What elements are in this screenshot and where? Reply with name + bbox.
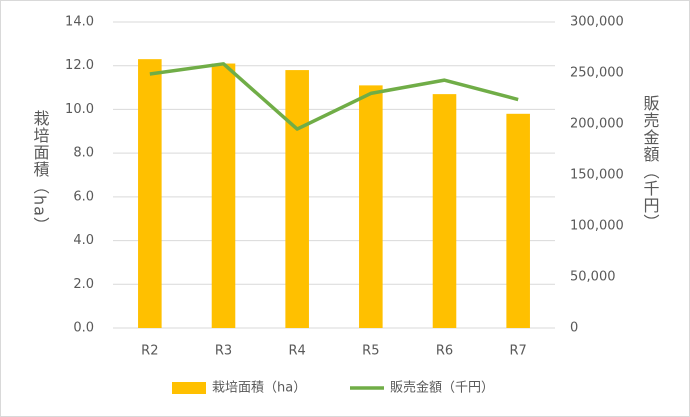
x-tick-label: R2 [141, 344, 158, 359]
y2-tick-label: 50,000 [570, 270, 616, 285]
x-tick-label: R3 [215, 344, 232, 359]
legend-label: 販売金額（千円） [390, 380, 494, 396]
y2-tick-label: 250,000 [570, 66, 624, 81]
y-tick-label: 14.0 [65, 15, 94, 30]
y-tick-label: 10.0 [65, 102, 94, 117]
y-tick-label: 6.0 [73, 189, 94, 204]
y2-axis-title: 販売金額（千円） [641, 95, 660, 231]
bar [285, 70, 309, 328]
y2-tick-label: 200,000 [570, 117, 624, 132]
y-axis-title: 栽培面積（ha） [31, 110, 50, 234]
y2-tick-label: 0 [570, 321, 578, 336]
bar [506, 113, 530, 328]
line [149, 62, 519, 131]
x-tick-label: R4 [289, 344, 306, 359]
x-tick-label: R6 [436, 344, 453, 359]
x-tick-label: R7 [510, 344, 527, 359]
bar [211, 63, 236, 329]
y-tick-label: 2.0 [73, 277, 94, 292]
x-tick-label: R5 [362, 344, 379, 359]
legend-label: 栽培面積（ha） [212, 380, 306, 396]
bar [432, 94, 457, 328]
bar [138, 59, 162, 329]
legend-swatch [172, 382, 206, 394]
y-tick-label: 8.0 [73, 146, 94, 161]
y-tick-label: 4.0 [73, 233, 94, 248]
y2-tick-label: 300,000 [570, 15, 624, 30]
bar [359, 85, 383, 328]
y-tick-label: 12.0 [65, 58, 94, 73]
y-tick-label: 0.0 [73, 321, 94, 336]
y2-tick-label: 100,000 [570, 219, 624, 234]
y2-tick-label: 150,000 [570, 168, 624, 183]
